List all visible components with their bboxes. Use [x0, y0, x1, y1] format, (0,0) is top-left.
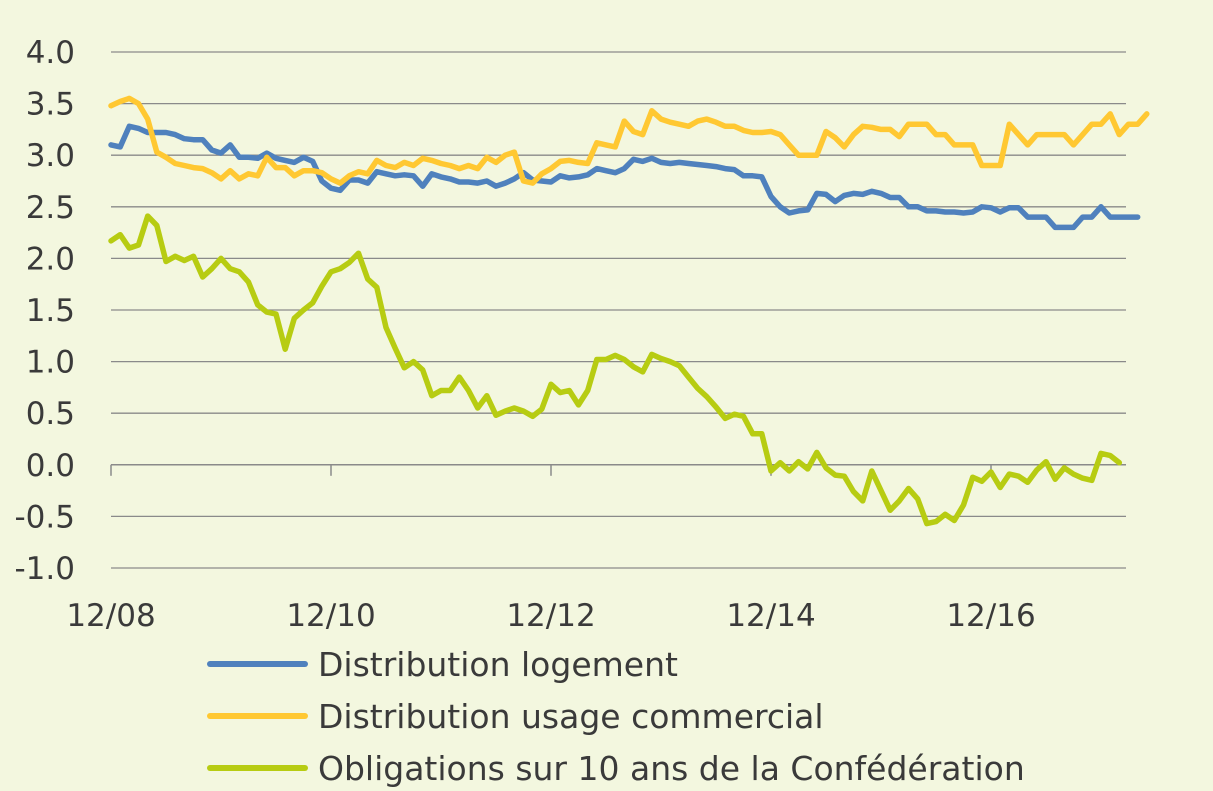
- y-tick-label: 0.5: [26, 396, 75, 432]
- legend-label: Distribution usage commercial: [318, 697, 824, 736]
- y-tick-label: 1.5: [26, 293, 75, 329]
- legend: Distribution logement Distribution usage …: [207, 645, 1025, 788]
- series-lines: [108, 95, 1150, 527]
- x-tick-label: 12/12: [506, 598, 595, 634]
- gridlines: [111, 51, 1126, 569]
- y-tick-label: -1.0: [15, 551, 76, 587]
- series-line-3: [108, 213, 1123, 527]
- y-axis-tick-labels: 4.0 3.5 3.0 2.5 2.0 1.5 1.0 0.5 0.0 -0.5 -1.0: [15, 35, 76, 587]
- y-tick-label: -0.5: [15, 499, 76, 535]
- x-tick-label: 12/14: [726, 598, 815, 634]
- legend-label: Obligations sur 10 ans de la Confédérati…: [318, 749, 1025, 788]
- x-tick-label: 12/16: [946, 598, 1035, 634]
- y-tick-label: 2.5: [26, 190, 75, 226]
- y-tick-label: 3.5: [26, 87, 75, 123]
- y-tick-label: 4.0: [26, 35, 75, 71]
- x-axis: 12/08 12/10 12/12 12/14 12/16: [66, 464, 1126, 634]
- series-line-1: [108, 123, 1141, 231]
- y-tick-label: 3.0: [26, 138, 75, 174]
- x-tick-label: 12/10: [286, 598, 375, 634]
- x-tick-label: 12/08: [66, 598, 155, 634]
- y-tick-label: 1.0: [26, 345, 75, 381]
- y-tick-label: 2.0: [26, 241, 75, 277]
- y-tick-label: 0.0: [26, 448, 75, 484]
- legend-label: Distribution logement: [318, 645, 678, 684]
- series-line-2: [108, 95, 1150, 186]
